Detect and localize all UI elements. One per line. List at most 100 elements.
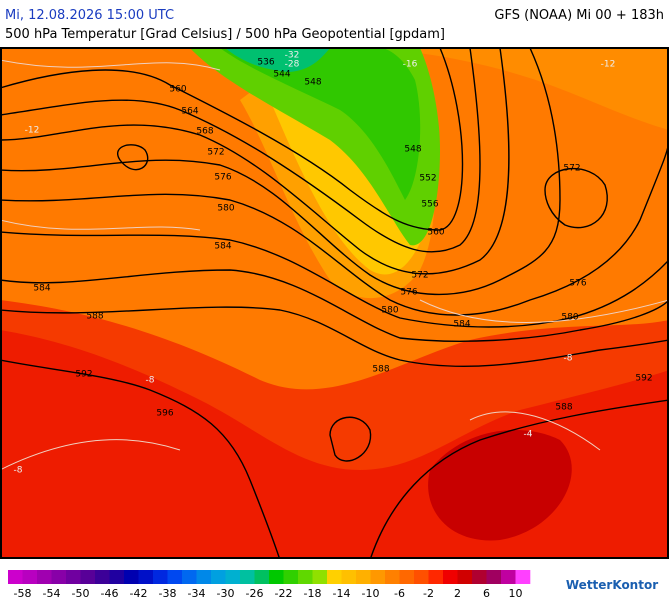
colorbar-label: -58 — [14, 587, 32, 600]
temperature-label: -8 — [564, 354, 573, 364]
colorbar-swatch — [370, 570, 386, 584]
colorbar-label: -10 — [362, 587, 380, 600]
colorbar-swatch — [225, 570, 241, 584]
colorbar-label: -50 — [72, 587, 90, 600]
contour-label: 580 — [217, 204, 234, 214]
colorbar-swatch — [385, 570, 400, 584]
colorbar-swatch — [341, 570, 357, 584]
contour-label: 584 — [453, 320, 470, 330]
datetime: Mi, 12.08.2026 15:00 UTC — [5, 8, 174, 23]
subtitle: 500 hPa Temperatur [Grad Celsius] / 500 … — [5, 27, 445, 42]
contour-label: 592 — [75, 370, 92, 380]
colorbar-swatch — [399, 570, 415, 584]
contour-label: 588 — [372, 365, 389, 375]
colorbar-swatch — [8, 570, 23, 584]
contour-label: 536 — [257, 58, 274, 68]
colorbar-swatch — [298, 570, 313, 584]
colorbar-swatch — [167, 570, 183, 584]
contour-label: 580 — [561, 313, 578, 323]
colorbar-swatch — [283, 570, 299, 584]
temperature-label: -12 — [601, 60, 616, 70]
contour-label: 564 — [181, 107, 198, 117]
contour-label: 576 — [400, 288, 417, 298]
colorbar-swatch — [182, 570, 197, 584]
colorbar: -58 -54 -50 -46 -42 -38 -34 -30 -26 -22 -18 -14 -10-… — [8, 570, 531, 600]
map-frame — [0, 47, 669, 559]
contour-label: 572 — [411, 271, 428, 281]
colorbar-label: 2 — [454, 587, 461, 600]
colorbar-swatch — [51, 570, 67, 584]
contour-label: 556 — [421, 200, 438, 210]
colorbar-swatch — [22, 570, 38, 584]
contour-label: 548 — [404, 145, 421, 155]
contour-label: 584 — [33, 284, 50, 294]
colorbar-swatch — [109, 570, 125, 584]
contour-label: 544 — [273, 70, 290, 80]
colorbar-swatch — [515, 570, 531, 584]
colorbar-label: -2 — [423, 587, 434, 600]
colorbar-swatch — [414, 570, 429, 584]
colorbar-swatch — [443, 570, 458, 584]
colorbar-swatch — [80, 570, 96, 584]
map: 5605645685725765805845845885925965365445… — [1, 48, 668, 558]
temperature-label: -32 — [285, 51, 300, 61]
colorbar-swatch — [472, 570, 487, 584]
colorbar-swatch — [486, 570, 502, 584]
colorbar-label: -22 — [275, 587, 293, 600]
colorbar-swatch — [428, 570, 444, 584]
colorbar-label: 6 — [483, 587, 490, 600]
colorbar-swatch — [269, 570, 284, 584]
colorbar-swatch — [457, 570, 473, 584]
colorbar-swatch — [240, 570, 255, 584]
colorbar-label: -54 — [43, 587, 61, 600]
colorbar-label: -30 — [217, 587, 235, 600]
colorbar-swatch — [501, 570, 516, 584]
colorbar-label: -34 — [188, 587, 206, 600]
colorbar-label: 10 — [509, 587, 523, 600]
contour-label: 568 — [196, 127, 213, 137]
colorbar-swatch — [196, 570, 212, 584]
contour-label: 580 — [381, 306, 398, 316]
colorbar-label: -18 — [304, 587, 322, 600]
temperature-label: -8 — [146, 376, 155, 386]
temperature-label: -12 — [25, 126, 40, 136]
temperature-label: -8 — [14, 466, 23, 476]
temperature-label: -4 — [524, 430, 533, 440]
contour-label: 592 — [635, 374, 652, 384]
colorbar-swatch — [66, 570, 81, 584]
contour-label: 576 — [569, 279, 586, 289]
colorbar-swatch — [95, 570, 110, 584]
colorbar-swatch — [254, 570, 270, 584]
colorbar-swatch — [312, 570, 328, 584]
temperature-label: -28 — [285, 60, 300, 70]
colorbar-label: -38 — [159, 587, 177, 600]
colorbar-label: -26 — [246, 587, 264, 600]
colorbar-swatch — [124, 570, 139, 584]
colorbar-label: -46 — [101, 587, 119, 600]
contours — [1, 48, 668, 558]
contour-label: 560 — [169, 85, 186, 95]
colorbar-swatch — [327, 570, 342, 584]
contour-label: 572 — [563, 164, 580, 174]
colorbar-swatch — [153, 570, 168, 584]
brand: WetterKontor — [566, 578, 658, 592]
contour-label: 588 — [555, 403, 572, 413]
colorbar-label: -14 — [333, 587, 351, 600]
contour-label: 588 — [86, 312, 103, 322]
contour-label: 548 — [304, 78, 321, 88]
model-run: GFS (NOAA) Mi 00 + 183h — [494, 8, 664, 23]
colorbar-swatch — [356, 570, 371, 584]
colorbar-swatch — [37, 570, 52, 584]
temperature-label: -16 — [403, 60, 418, 70]
contour-label: 576 — [214, 173, 231, 183]
colorbar-label: -6 — [394, 587, 405, 600]
contour-label: 572 — [207, 148, 224, 158]
colorbar-swatch — [138, 570, 154, 584]
contour-label: 552 — [419, 174, 436, 184]
contour-label: 584 — [214, 242, 231, 252]
contour-label: 596 — [156, 409, 173, 419]
colorbar-swatch — [211, 570, 226, 584]
contour-label: 560 — [427, 228, 444, 238]
colorbar-label: -42 — [130, 587, 148, 600]
